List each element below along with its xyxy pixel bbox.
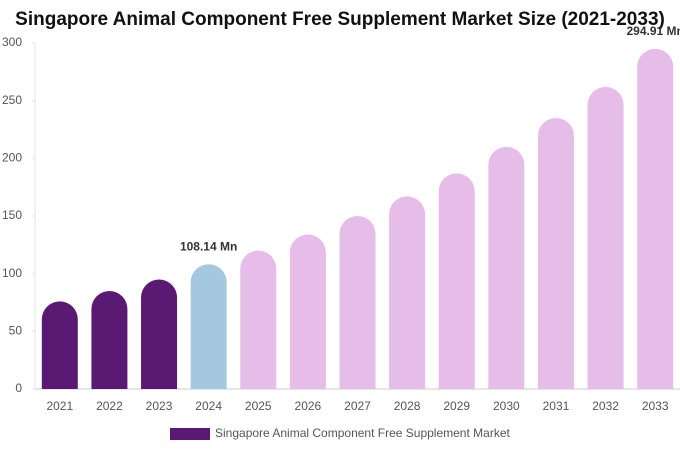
bar	[190, 264, 227, 389]
bar	[339, 216, 376, 389]
bar	[240, 250, 277, 389]
bar	[141, 279, 178, 389]
bar	[438, 173, 475, 389]
chart-title: Singapore Animal Component Free Suppleme…	[15, 9, 665, 30]
x-tick-label: 2028	[394, 399, 421, 413]
y-tick-label: 50	[9, 324, 23, 338]
x-tick-label: 2030	[493, 399, 520, 413]
bar	[637, 48, 674, 389]
y-tick-label: 250	[2, 93, 22, 107]
x-tick-label: 2027	[344, 399, 371, 413]
x-tick-label: 2022	[96, 399, 123, 413]
legend-swatch	[170, 428, 210, 440]
bar	[389, 196, 426, 389]
x-tick-label: 2025	[245, 399, 272, 413]
x-tick-label: 2024	[195, 399, 222, 413]
bar	[488, 146, 525, 389]
bar	[587, 86, 624, 390]
bar	[537, 117, 574, 389]
bar	[41, 301, 78, 389]
x-tick-label: 2029	[443, 399, 470, 413]
y-tick-label: 150	[2, 208, 22, 222]
x-tick-label: 2031	[543, 399, 570, 413]
bar	[91, 290, 128, 389]
y-tick-label: 200	[2, 151, 22, 165]
x-tick-label: 2026	[295, 399, 322, 413]
value-label: 294.91 Mn	[627, 24, 680, 38]
x-tick-label: 2032	[592, 399, 619, 413]
x-tick-label: 2021	[46, 399, 73, 413]
x-tick-label: 2023	[146, 399, 173, 413]
y-tick-label: 300	[2, 35, 22, 49]
y-tick-label: 0	[15, 381, 22, 395]
value-label: 108.14 Mn	[180, 239, 237, 253]
bar	[289, 234, 326, 389]
legend-label: Singapore Animal Component Free Suppleme…	[215, 426, 510, 440]
y-tick-label: 100	[2, 266, 22, 280]
x-tick-label: 2033	[642, 399, 669, 413]
